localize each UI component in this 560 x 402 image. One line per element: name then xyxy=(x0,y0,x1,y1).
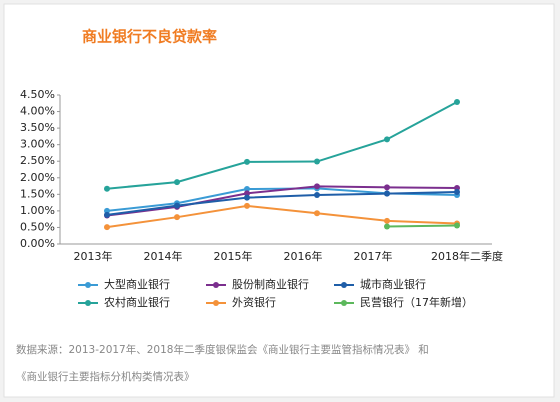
x-tick-label: 2013年 xyxy=(74,249,113,263)
point xyxy=(104,224,110,231)
y-tick-label: 3.50% xyxy=(20,121,55,134)
legend-label: 大型商业银行 xyxy=(104,277,170,291)
point xyxy=(384,184,390,191)
legend-swatch-dot xyxy=(341,300,347,306)
legend-swatch-dot xyxy=(85,282,91,288)
y-tick-label: 2.50% xyxy=(20,154,55,167)
point xyxy=(244,186,250,193)
y-tick-label: 3.00% xyxy=(20,138,55,151)
y-tick-label: 2.00% xyxy=(20,171,55,184)
point xyxy=(454,222,460,229)
point xyxy=(244,158,250,165)
source-line: 《商业银行主要指标分机构类情况表》 xyxy=(16,370,195,383)
point xyxy=(104,185,110,192)
point xyxy=(384,223,390,230)
legend-label: 城市商业银行 xyxy=(360,277,426,291)
x-tick-label: 2018年二季度 xyxy=(431,249,503,263)
point xyxy=(174,214,180,221)
legend-swatch-dot xyxy=(213,300,219,306)
point xyxy=(384,190,390,197)
point xyxy=(454,189,460,196)
point xyxy=(104,211,110,218)
series-line xyxy=(106,204,458,229)
series-line xyxy=(106,185,458,217)
card xyxy=(3,3,555,398)
legend-label: 民营银行（17年新增） xyxy=(360,295,473,309)
x-tick-label: 2016年 xyxy=(284,249,323,263)
point xyxy=(314,210,320,217)
chart-title: 商业银行不良贷款率 xyxy=(82,28,217,46)
point xyxy=(244,194,250,201)
x-tick-label: 2017年 xyxy=(354,249,393,263)
legend-swatch-dot xyxy=(341,282,347,288)
point xyxy=(454,98,460,105)
y-tick-label: 1.00% xyxy=(20,204,55,217)
point xyxy=(384,217,390,224)
point xyxy=(314,183,320,190)
y-tick-label: 0.00% xyxy=(20,237,55,250)
legend-label: 外资银行 xyxy=(232,295,276,309)
series-line xyxy=(386,224,458,228)
y-tick-label: 4.00% xyxy=(20,105,55,118)
legend-label: 农村商业银行 xyxy=(104,295,170,309)
legend-label: 股份制商业银行 xyxy=(232,277,309,291)
point xyxy=(174,202,180,209)
y-tick-label: 4.50% xyxy=(20,88,55,101)
x-tick-label: 2015年 xyxy=(214,249,253,263)
legend-swatch-dot xyxy=(85,300,91,306)
x-tick-label: 2014年 xyxy=(144,249,183,263)
point xyxy=(314,158,320,165)
point xyxy=(244,190,250,197)
point xyxy=(314,191,320,198)
point xyxy=(174,179,180,186)
series-line xyxy=(106,101,458,190)
legend-swatch-dot xyxy=(213,282,219,288)
source-line: 数据来源：2013-2017年、2018年二季度银保监会《商业银行主要监管指标情… xyxy=(16,343,429,356)
y-tick-label: 1.50% xyxy=(20,187,55,200)
point xyxy=(384,136,390,143)
point xyxy=(244,202,250,209)
series-line xyxy=(106,191,458,216)
y-tick-label: 0.50% xyxy=(20,220,55,233)
